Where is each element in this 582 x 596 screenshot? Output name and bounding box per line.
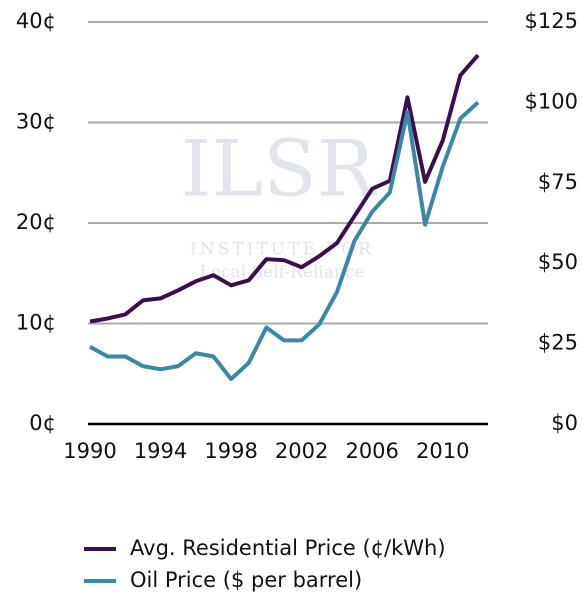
y2-tick-label: $50 xyxy=(538,250,578,274)
y2-tick-label: $0 xyxy=(551,411,578,435)
y-tick-label: 0¢ xyxy=(29,411,56,435)
y2-tick-label: $75 xyxy=(538,170,578,194)
y2-tick-label: $100 xyxy=(525,89,578,113)
line xyxy=(89,100,480,381)
watermark: INSTITUTE FOR xyxy=(190,240,374,260)
y2-tick-label: $125 xyxy=(525,9,578,33)
y-tick-label: 10¢ xyxy=(16,311,56,335)
x-tick-label: 2006 xyxy=(345,439,398,463)
legend-label: Avg. Residential Price (¢/kWh) xyxy=(130,536,446,560)
line xyxy=(89,53,480,324)
watermark: ILSR xyxy=(181,125,378,215)
watermark: Local Self-Reliance xyxy=(200,263,365,283)
x-tick-label: 1994 xyxy=(134,439,187,463)
y-tick-label: 30¢ xyxy=(16,110,56,134)
y-tick-label: 20¢ xyxy=(16,210,56,234)
x-tick-label: 1998 xyxy=(204,439,257,463)
x-tick-label: 1990 xyxy=(63,439,116,463)
y2-tick-label: $25 xyxy=(538,331,578,355)
x-tick-label: 2002 xyxy=(275,439,328,463)
legend-label: Oil Price ($ per barrel) xyxy=(130,568,362,592)
x-tick-label: 2010 xyxy=(416,439,469,463)
y-tick-label: 40¢ xyxy=(16,9,56,33)
